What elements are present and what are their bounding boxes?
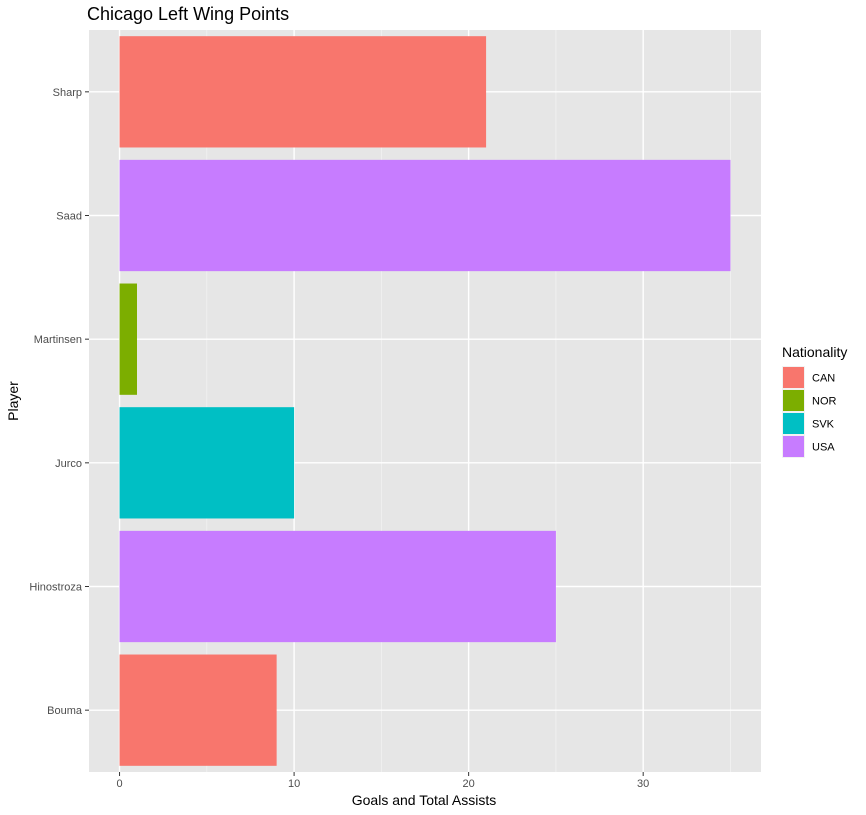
bar-martinsen bbox=[119, 283, 137, 395]
y-tick-label: Martinsen bbox=[34, 334, 82, 346]
y-axis-title: Player bbox=[5, 381, 21, 421]
legend-swatch-nor bbox=[783, 390, 804, 411]
bar-bouma bbox=[119, 654, 277, 766]
y-axis: Bouma Hinostroza Jurco Martinsen Saad Sharp bbox=[29, 87, 89, 717]
x-tick-label: 10 bbox=[288, 778, 300, 790]
x-tick-label: 20 bbox=[463, 778, 475, 790]
y-tick-label: Sharp bbox=[53, 87, 82, 99]
y-tick-label: Saad bbox=[56, 211, 82, 223]
y-tick-label: Bouma bbox=[47, 705, 83, 717]
x-axis-title: Goals and Total Assists bbox=[352, 792, 496, 808]
chart-title: Chicago Left Wing Points bbox=[87, 4, 289, 24]
legend-label: USA bbox=[812, 442, 835, 454]
bars bbox=[119, 36, 731, 766]
x-tick-label: 0 bbox=[116, 778, 122, 790]
legend: Nationality CAN NOR SVK USA bbox=[782, 344, 847, 458]
legend-swatch-can bbox=[783, 367, 804, 388]
legend-label: NOR bbox=[812, 396, 837, 408]
minor-gridlines bbox=[206, 30, 731, 772]
legend-label: SVK bbox=[812, 419, 835, 431]
bar-jurco bbox=[119, 407, 295, 519]
legend-swatch-svk bbox=[783, 413, 804, 434]
legend-swatch-usa bbox=[783, 436, 804, 457]
legend-title: Nationality bbox=[782, 344, 847, 360]
legend-label: CAN bbox=[812, 373, 835, 385]
plot-panel bbox=[89, 30, 761, 772]
x-axis: 0 10 20 30 bbox=[116, 772, 649, 790]
bar-sharp bbox=[119, 36, 487, 148]
y-tick-label: Hinostroza bbox=[29, 582, 82, 594]
bar-saad bbox=[119, 159, 731, 272]
y-tick-label: Jurco bbox=[55, 458, 82, 470]
x-tick-label: 30 bbox=[637, 778, 649, 790]
bar-hinostroza bbox=[119, 530, 556, 643]
